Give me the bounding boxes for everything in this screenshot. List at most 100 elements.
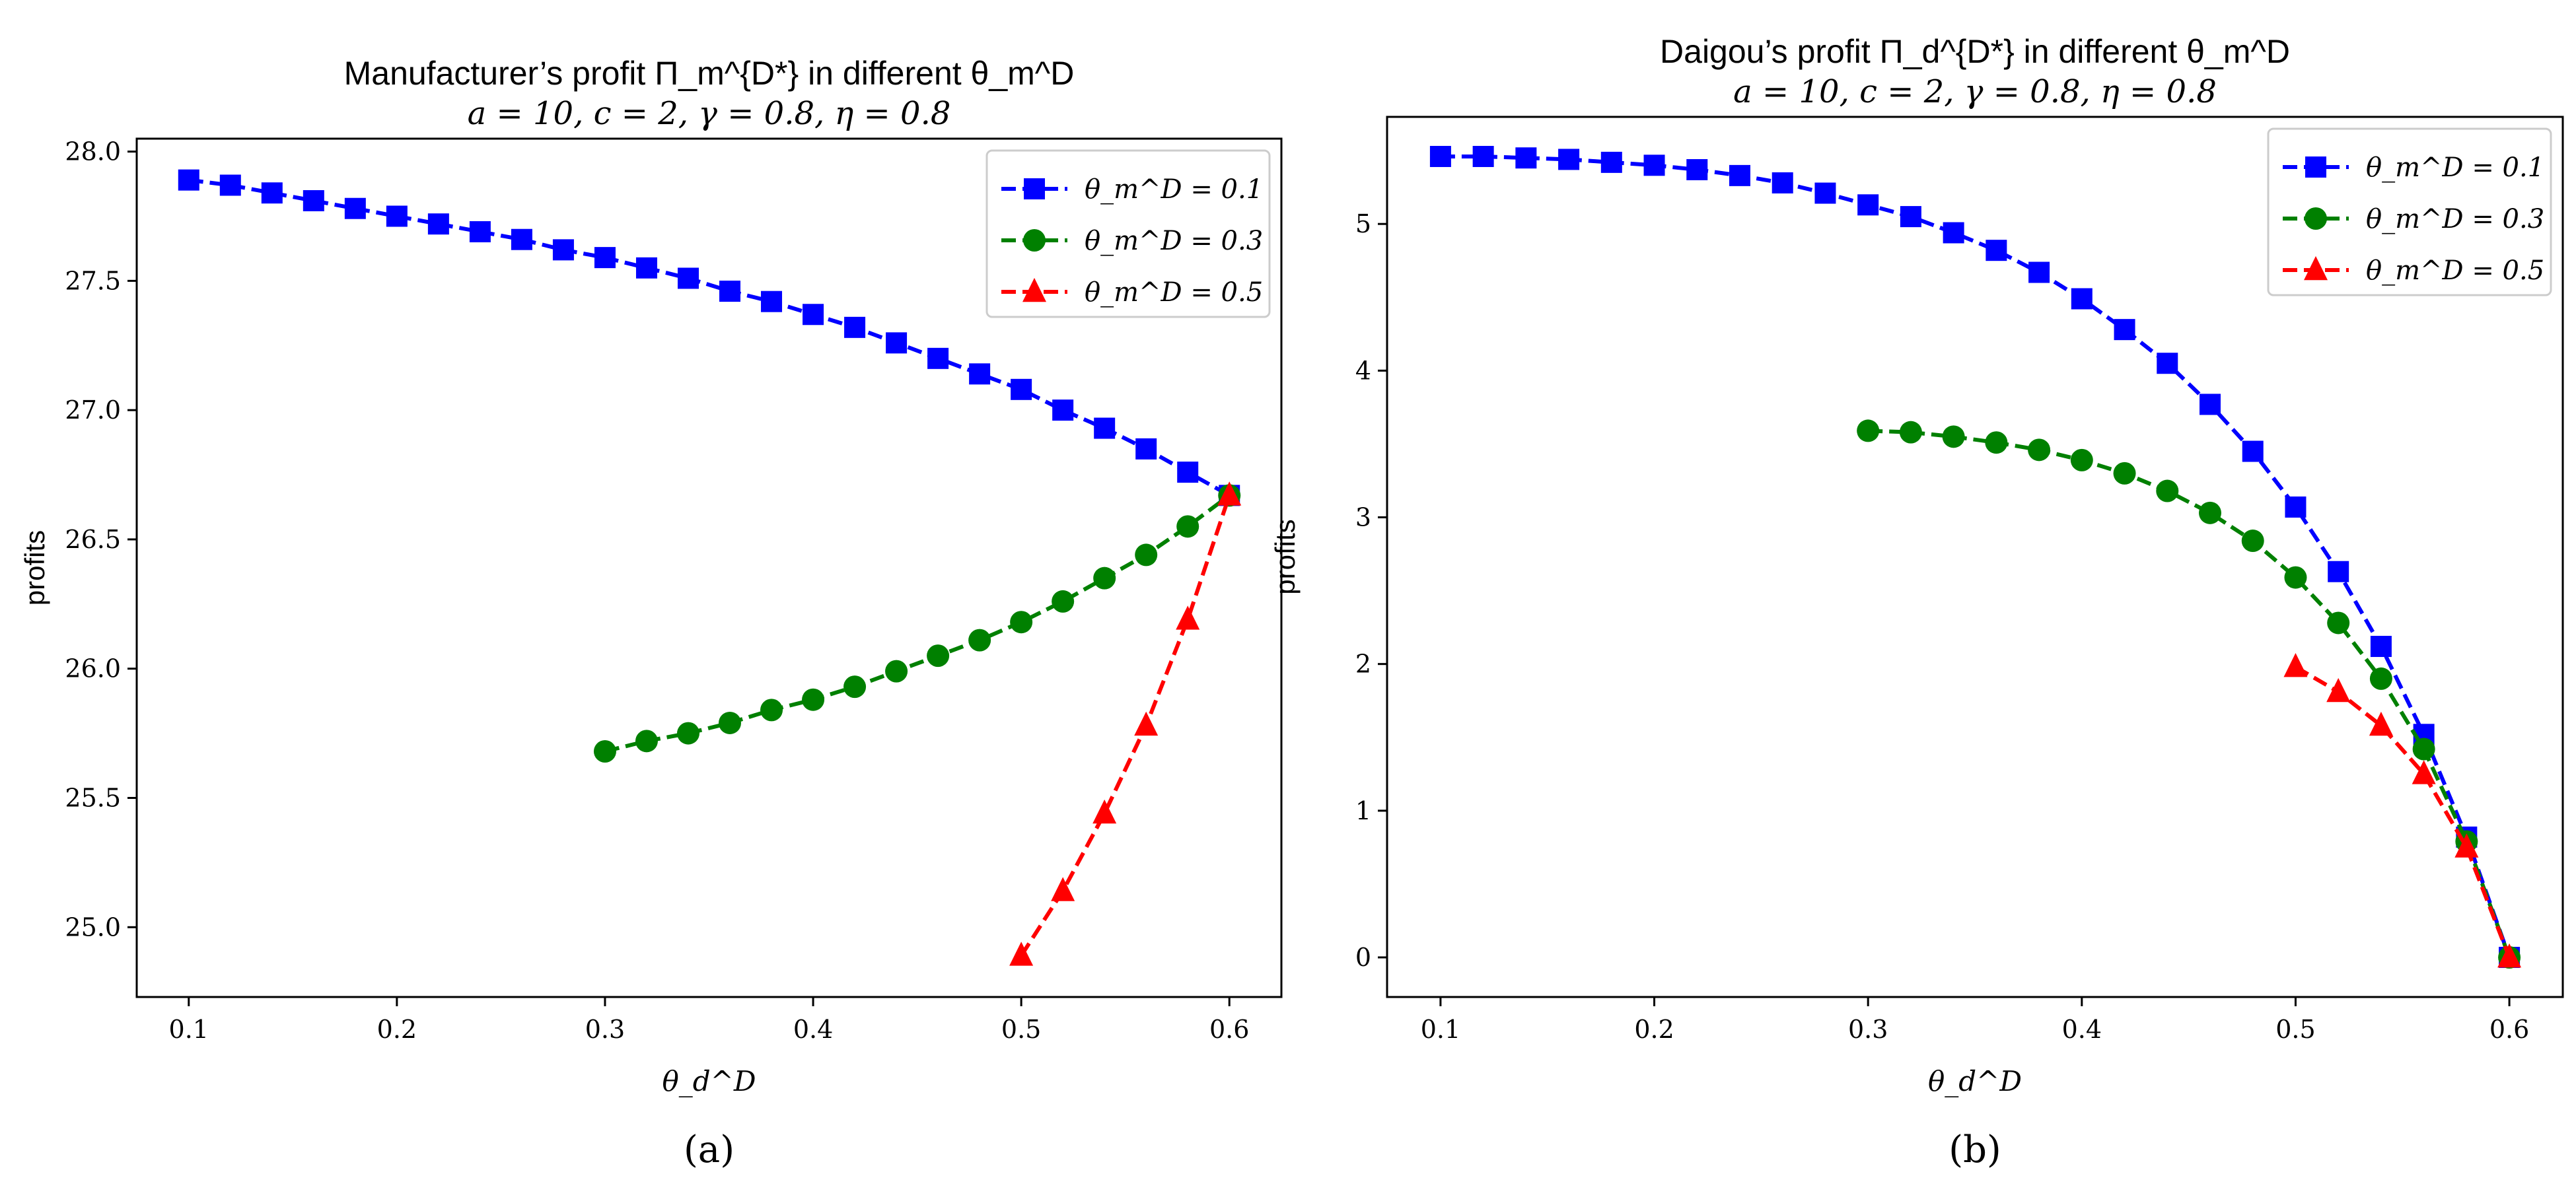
y-tick-label: 2 bbox=[1355, 650, 1371, 679]
y-tick-label: 1 bbox=[1355, 796, 1371, 825]
data-point bbox=[2070, 448, 2093, 471]
data-point bbox=[676, 722, 699, 745]
data-point bbox=[719, 281, 741, 302]
x-tick-label: 0.2 bbox=[377, 1015, 417, 1044]
legend: θ_m^D = 0.1 θ_m^D = 0.3 θ_m^D = 0.5 bbox=[985, 149, 1271, 318]
y-tick-label: 3 bbox=[1355, 503, 1371, 532]
data-point bbox=[552, 239, 574, 261]
data-point bbox=[1643, 155, 1665, 176]
data-point bbox=[2242, 440, 2264, 462]
chart-subtitle: a = 10, c = 2, γ = 0.8, η = 0.8 bbox=[1733, 73, 2217, 110]
x-tick-label: 0.2 bbox=[1634, 1015, 1674, 1044]
data-point bbox=[2157, 353, 2178, 374]
right-chart: Daigou’s profit Π_d^{D*} in different θ_… bbox=[1270, 33, 2564, 1171]
data-point bbox=[969, 363, 991, 385]
data-point bbox=[886, 332, 908, 354]
y-tick-label: 27.0 bbox=[65, 395, 121, 425]
data-point bbox=[2156, 479, 2179, 502]
data-point bbox=[1771, 172, 1793, 193]
data-point bbox=[1052, 590, 1075, 613]
data-point bbox=[2114, 319, 2135, 341]
data-point bbox=[1217, 481, 1242, 506]
data-point bbox=[761, 291, 783, 312]
plot-frame bbox=[135, 137, 1283, 998]
data-point bbox=[1986, 240, 2007, 261]
y-tick-label: 28.0 bbox=[65, 137, 121, 166]
x-tick-label: 0.5 bbox=[2275, 1015, 2315, 1044]
legend-swatch-marker bbox=[1022, 277, 1046, 302]
data-point bbox=[1985, 431, 2008, 454]
data-point bbox=[968, 629, 991, 652]
legend-entry: θ_m^D = 0.5 bbox=[2366, 256, 2544, 286]
y-tick-label: 27.5 bbox=[65, 266, 121, 295]
plot-frame bbox=[1386, 116, 2564, 998]
data-point bbox=[469, 221, 491, 242]
y-tick-label: 4 bbox=[1355, 356, 1371, 385]
data-point bbox=[1176, 515, 1199, 538]
chart-subtitle: a = 10, c = 2, γ = 0.8, η = 0.8 bbox=[468, 95, 951, 132]
data-point bbox=[2326, 677, 2351, 703]
data-point bbox=[1943, 222, 1964, 244]
chart-title: Manufacturer’s profit Π_m^{D*} in differ… bbox=[344, 55, 1075, 92]
legend-entry: θ_m^D = 0.3 bbox=[1085, 226, 1263, 256]
data-point bbox=[1472, 145, 1494, 167]
data-point bbox=[2199, 501, 2221, 524]
data-point bbox=[511, 228, 532, 250]
data-point bbox=[1515, 147, 1537, 169]
data-point bbox=[803, 304, 824, 326]
x-tick-label: 0.1 bbox=[169, 1015, 209, 1044]
y-tick-label: 25.0 bbox=[65, 912, 121, 942]
data-point bbox=[760, 699, 783, 722]
data-point bbox=[2454, 833, 2479, 858]
data-point bbox=[844, 316, 866, 338]
legend: θ_m^D = 0.1 θ_m^D = 0.3 θ_m^D = 0.5 bbox=[2267, 127, 2552, 296]
data-point bbox=[843, 675, 867, 699]
data-point bbox=[2071, 288, 2093, 310]
series-3 bbox=[2283, 653, 2522, 968]
data-point bbox=[344, 197, 366, 219]
data-point bbox=[2283, 653, 2308, 677]
legend-swatch-marker bbox=[1023, 229, 1046, 252]
data-point bbox=[2200, 394, 2221, 415]
data-point bbox=[1135, 438, 1157, 460]
data-point bbox=[1010, 611, 1033, 634]
data-point bbox=[1135, 543, 1158, 567]
data-point bbox=[1899, 421, 1922, 444]
data-point bbox=[927, 347, 949, 369]
data-point bbox=[1011, 378, 1032, 400]
data-point bbox=[1051, 877, 1075, 901]
data-point bbox=[1857, 194, 1879, 216]
data-point bbox=[1176, 605, 1200, 630]
legend-entry: θ_m^D = 0.1 bbox=[2366, 153, 2544, 183]
panel-label: (a) bbox=[684, 1128, 734, 1171]
data-point bbox=[1177, 462, 1199, 483]
data-point bbox=[2284, 566, 2307, 589]
x-tick-label: 0.3 bbox=[585, 1015, 625, 1044]
data-point bbox=[219, 174, 241, 196]
data-point bbox=[261, 182, 283, 204]
legend-swatch-marker bbox=[2304, 256, 2328, 281]
legend-box bbox=[985, 149, 1271, 318]
x-tick-label: 0.6 bbox=[2489, 1015, 2529, 1044]
data-point bbox=[1092, 799, 1117, 824]
data-point bbox=[1942, 425, 1965, 448]
data-point bbox=[1814, 182, 1836, 204]
y-axis-label: profits bbox=[1270, 519, 1301, 594]
data-point bbox=[1857, 419, 1880, 442]
legend-swatch-marker bbox=[2305, 156, 2326, 178]
x-tick-label: 0.4 bbox=[2062, 1015, 2102, 1044]
series-line bbox=[1868, 429, 2511, 959]
data-point bbox=[2113, 462, 2136, 485]
data-point bbox=[2328, 561, 2349, 582]
data-point bbox=[2497, 943, 2522, 968]
data-point bbox=[1093, 567, 1116, 590]
legend-swatch-marker bbox=[2305, 207, 2327, 230]
data-point bbox=[2369, 667, 2392, 690]
data-point bbox=[1558, 149, 1580, 170]
legend-box bbox=[2267, 127, 2552, 296]
data-point bbox=[1052, 399, 1074, 421]
data-point bbox=[1134, 711, 1159, 736]
legend-entry: θ_m^D = 0.5 bbox=[1085, 277, 1263, 308]
data-point bbox=[719, 711, 742, 734]
